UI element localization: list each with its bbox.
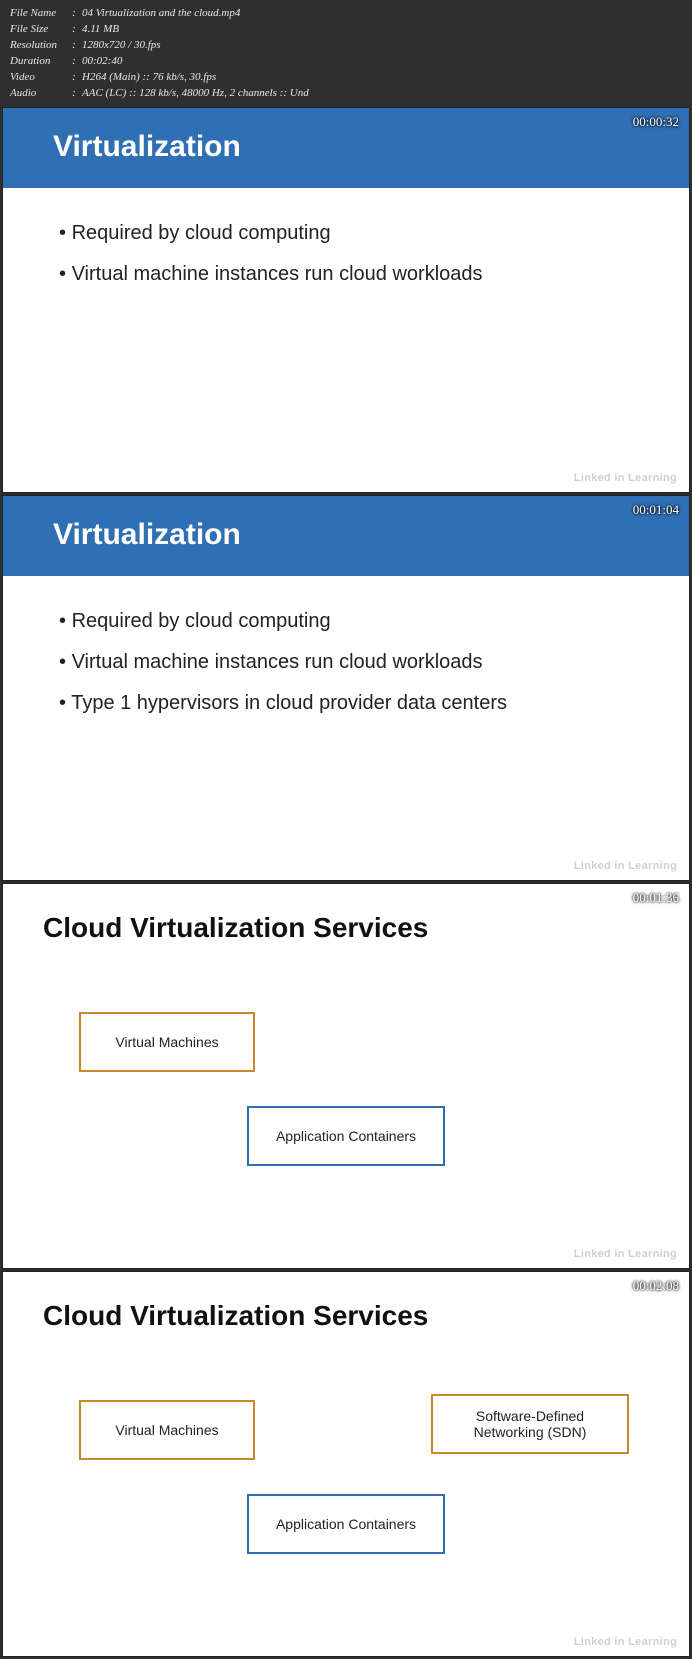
meta-sep: : (72, 70, 82, 86)
service-box: Application Containers (247, 1494, 445, 1554)
slide-title: Virtualization (53, 130, 639, 164)
slide-title: Virtualization (53, 518, 639, 552)
service-box: Virtual Machines (79, 1012, 255, 1072)
plain-title-block: Cloud Virtualization Services (3, 884, 689, 954)
meta-value-filename: 04 Virtualization and the cloud.mp4 (82, 6, 240, 22)
file-metadata-block: File Name : 04 Virtualization and the cl… (0, 0, 692, 106)
meta-value-audio: AAC (LC) :: 128 kb/s, 48000 Hz, 2 channe… (82, 86, 309, 102)
boxes-area: Virtual Machines Software-Defined Network… (3, 1342, 689, 1622)
frame-timestamp: 00:01:36 (633, 890, 679, 906)
meta-row-video: Video : H264 (Main) :: 76 kb/s, 30.fps (10, 70, 682, 86)
title-band: Virtualization (3, 108, 689, 188)
meta-value-filesize: 4.11 MB (82, 22, 119, 38)
video-frame: 00:00:32Virtualization Required by cloud … (2, 107, 690, 493)
meta-label: File Size (10, 22, 72, 38)
bullet-item: Required by cloud computing (59, 222, 633, 245)
frames-container: 00:00:32VirtualizationRequired by cloud … (0, 107, 692, 1657)
bullet-item: Type 1 hypervisors in cloud provider dat… (59, 692, 633, 715)
slide-title: Cloud Virtualization Services (43, 1300, 649, 1332)
watermark: Linked in Learning (574, 472, 677, 484)
watermark: Linked in Learning (574, 860, 677, 872)
bullet-item: Virtual machine instances run cloud work… (59, 651, 633, 674)
service-box: Virtual Machines (79, 1400, 255, 1460)
watermark: Linked in Learning (574, 1248, 677, 1260)
frame-timestamp: 00:00:32 (633, 114, 679, 130)
meta-value-video: H264 (Main) :: 76 kb/s, 30.fps (82, 70, 216, 86)
meta-row-filename: File Name : 04 Virtualization and the cl… (10, 6, 682, 22)
service-box: Application Containers (247, 1106, 445, 1166)
meta-sep: : (72, 22, 82, 38)
slide-title: Cloud Virtualization Services (43, 912, 649, 944)
meta-label: Duration (10, 54, 72, 70)
meta-value-duration: 00:02:40 (82, 54, 122, 70)
meta-sep: : (72, 38, 82, 54)
meta-sep: : (72, 54, 82, 70)
meta-value-resolution: 1280x720 / 30.fps (82, 38, 161, 54)
video-frame: 00:01:36 Cloud Virtualization Services Vir… (2, 883, 690, 1269)
frame-timestamp: 00:01:04 (633, 502, 679, 518)
bullet-list: Required by cloud computing Virtual machi… (3, 188, 689, 328)
meta-label: File Name (10, 6, 72, 22)
video-frame: 00:01:04Virtualization Required by cloud … (2, 495, 690, 881)
meta-sep: : (72, 86, 82, 102)
service-box: Software-Defined Networking (SDN) (431, 1394, 629, 1454)
video-frame: 00:02:08 Cloud Virtualization Services Vir… (2, 1271, 690, 1657)
meta-row-duration: Duration : 00:02:40 (10, 54, 682, 70)
bullet-item: Virtual machine instances run cloud work… (59, 263, 633, 286)
meta-row-filesize: File Size : 4.11 MB (10, 22, 682, 38)
meta-sep: : (72, 6, 82, 22)
frame-timestamp: 00:02:08 (633, 1278, 679, 1294)
meta-label: Video (10, 70, 72, 86)
meta-label: Resolution (10, 38, 72, 54)
plain-title-block: Cloud Virtualization Services (3, 1272, 689, 1342)
watermark: Linked in Learning (574, 1636, 677, 1648)
bullet-item: Required by cloud computing (59, 610, 633, 633)
boxes-area: Virtual Machines Application Containers (3, 954, 689, 1234)
title-band: Virtualization (3, 496, 689, 576)
bullet-list: Required by cloud computing Virtual machi… (3, 576, 689, 757)
meta-row-resolution: Resolution : 1280x720 / 30.fps (10, 38, 682, 54)
meta-label: Audio (10, 86, 72, 102)
meta-row-audio: Audio : AAC (LC) :: 128 kb/s, 48000 Hz, … (10, 86, 682, 102)
